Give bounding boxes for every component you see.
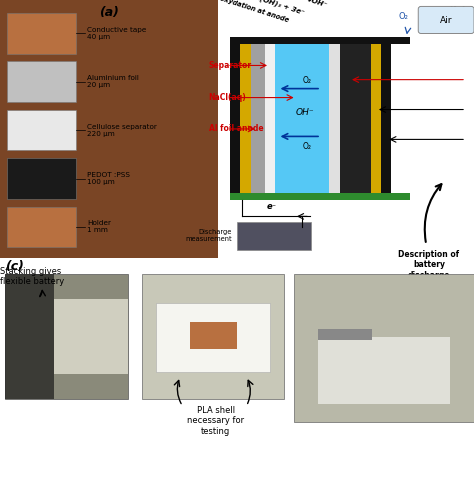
FancyBboxPatch shape [418, 6, 474, 34]
Bar [7, 207, 76, 247]
Text: Al + 3OH⁻ → Al(OH)₃ + 3e⁻: Al + 3OH⁻ → Al(OH)₃ + 3e⁻ [202, 0, 305, 16]
Text: O₂: O₂ [399, 12, 409, 21]
Text: NaCl(aq): NaCl(aq) [209, 93, 246, 102]
Text: Description of
battery
discharge: Description of battery discharge [398, 250, 459, 279]
Text: (b): (b) [446, 6, 466, 19]
Bar [275, 44, 329, 193]
Text: PEDOT :PSS
100 μm: PEDOT :PSS 100 μm [87, 172, 130, 185]
Bar [294, 274, 474, 422]
Bar [156, 303, 270, 372]
Text: O₂: O₂ [303, 76, 312, 86]
Bar [7, 13, 76, 53]
Text: Separator: Separator [209, 61, 252, 70]
Text: Aluminium oxydation at anode: Aluminium oxydation at anode [180, 0, 291, 23]
Text: O₂: O₂ [303, 142, 312, 151]
Text: Al foil anode: Al foil anode [209, 124, 263, 134]
Bar [7, 110, 76, 151]
Text: Air: Air [440, 16, 452, 25]
Bar [240, 44, 251, 193]
Text: Discharge
measurement: Discharge measurement [185, 229, 232, 242]
Bar [230, 37, 410, 44]
Text: (c): (c) [5, 260, 24, 273]
Bar [340, 44, 371, 193]
Text: Cellulose separator
220 μm: Cellulose separator 220 μm [87, 123, 157, 137]
Bar [371, 44, 382, 193]
Bar [5, 274, 54, 399]
Bar [190, 322, 237, 349]
Bar [265, 44, 275, 193]
Text: Aluminium foil
20 μm: Aluminium foil 20 μm [87, 75, 139, 88]
Bar [318, 337, 450, 404]
Bar [54, 299, 128, 374]
Text: (a): (a) [99, 6, 119, 19]
Bar [7, 61, 76, 102]
Text: PLA shell
necessary for
testing: PLA shell necessary for testing [187, 406, 244, 436]
Text: e⁻: e⁻ [267, 202, 277, 211]
Bar [318, 329, 372, 340]
Bar [329, 44, 340, 193]
Bar [230, 193, 410, 200]
Bar [230, 44, 240, 193]
Text: Conductive tape
40 μm: Conductive tape 40 μm [87, 27, 146, 40]
Bar [237, 222, 311, 250]
Bar [251, 44, 265, 193]
Bar [382, 44, 392, 193]
Text: Holder
1 mm: Holder 1 mm [87, 221, 111, 233]
Text: Stacking gives
flexible battery: Stacking gives flexible battery [0, 267, 64, 286]
Text: OH⁻: OH⁻ [295, 108, 314, 117]
Bar [5, 274, 128, 399]
Text: O₂ + 2H₂O + 4e⁻ → 4OH⁻: O₂ + 2H₂O + 4e⁻ → 4OH⁻ [233, 0, 328, 8]
Bar [7, 158, 76, 199]
Bar [142, 274, 284, 399]
